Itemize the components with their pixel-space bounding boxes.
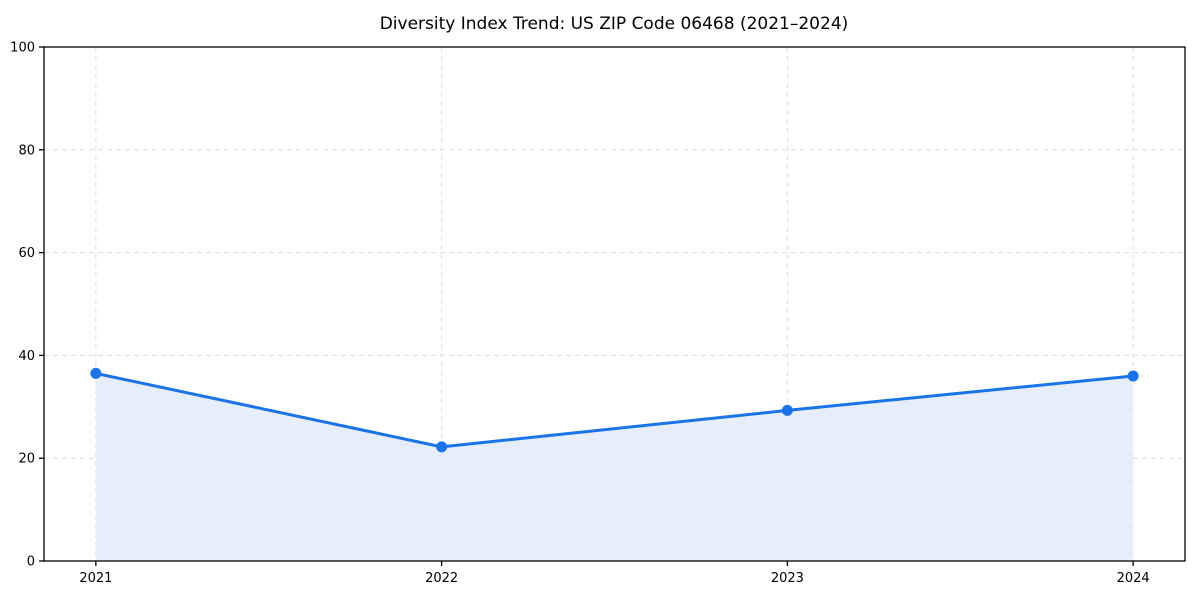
y-tick-label: 100 xyxy=(10,41,35,56)
y-tick-label: 80 xyxy=(18,143,35,158)
data-point-2022 xyxy=(436,441,448,453)
x-tick-label: 2022 xyxy=(425,571,458,586)
trend-line xyxy=(94,371,1135,449)
data-point-2023 xyxy=(781,404,793,416)
y-tick-label: 0 xyxy=(27,555,35,570)
x-tick-label: 2024 xyxy=(1117,571,1150,586)
y-tick-label: 60 xyxy=(18,246,35,261)
x-tick-label: 2023 xyxy=(771,571,804,586)
plot-border xyxy=(43,46,1186,562)
data-point-2024 xyxy=(1127,370,1139,382)
y-tick-label: 40 xyxy=(18,349,35,364)
y-tick-label: 20 xyxy=(18,452,35,467)
chart-title: Diversity Index Trend: US ZIP Code 06468… xyxy=(380,14,849,34)
x-tick-label: 2021 xyxy=(79,571,112,586)
data-point-2021 xyxy=(90,367,102,379)
plot-area: 0 20 40 60 80 100 2021 2022 2023 2024 xyxy=(10,41,1186,586)
area-fill xyxy=(95,373,1134,561)
